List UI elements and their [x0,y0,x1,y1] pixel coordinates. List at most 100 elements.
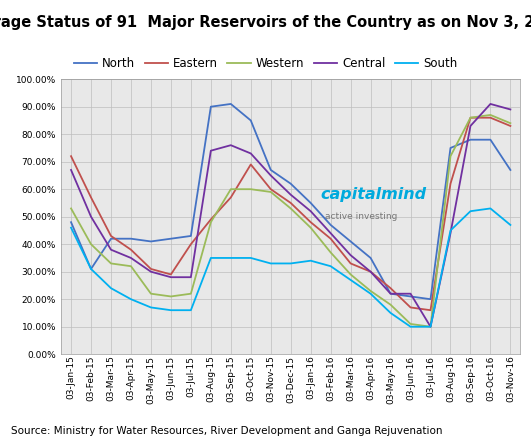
Eastern [307,220,314,225]
South [268,261,274,266]
North [467,137,474,142]
Eastern [128,247,134,252]
Western [68,206,74,211]
Legend: North, Eastern, Western, Central, South: North, Eastern, Western, Central, South [69,52,462,74]
Line: Western: Western [71,115,510,326]
Western [407,321,414,326]
Central [507,107,513,112]
Eastern [347,261,354,266]
Central [487,101,494,106]
South [427,324,434,329]
South [467,209,474,214]
Eastern [367,269,374,275]
Line: South: South [71,209,510,326]
Eastern [288,200,294,205]
Central [288,192,294,197]
Central [367,269,374,275]
South [507,222,513,227]
Eastern [268,187,274,192]
North [187,233,194,238]
North [128,236,134,241]
Western [247,187,254,192]
Western [208,220,214,225]
South [407,324,414,329]
South [148,305,154,310]
Central [68,167,74,172]
North [407,294,414,299]
South [347,277,354,282]
Western [88,242,94,247]
Western [307,225,314,231]
Western [388,302,394,307]
South [88,266,94,271]
Eastern [108,233,114,238]
Western [148,291,154,297]
North [268,167,274,172]
Line: North: North [71,104,510,299]
Central [388,291,394,297]
North [427,297,434,302]
Western [108,261,114,266]
Western [507,121,513,126]
North [447,145,453,150]
South [487,206,494,211]
Eastern [187,242,194,247]
South [367,291,374,297]
Western [367,288,374,293]
Central [88,214,94,219]
Central [128,255,134,260]
Text: capitalmind: capitalmind [321,187,427,202]
Central [187,275,194,280]
Central [467,123,474,128]
North [347,239,354,244]
Eastern [228,195,234,200]
North [367,255,374,260]
Eastern [88,195,94,200]
Central [307,209,314,214]
North [108,236,114,241]
Western [168,294,174,299]
Central [447,231,453,236]
South [208,255,214,260]
South [128,297,134,302]
Central [168,275,174,280]
Western [187,291,194,297]
South [187,308,194,313]
Central [247,151,254,156]
Central [228,143,234,148]
North [307,200,314,205]
Text: Source: Ministry for Water Resources, River Development and Ganga Rejuvenation: Source: Ministry for Water Resources, Ri… [11,425,442,436]
Eastern [328,236,334,241]
South [68,225,74,231]
South [108,286,114,291]
Central [148,269,154,275]
North [328,222,334,227]
South [307,258,314,263]
Western [268,189,274,194]
South [247,255,254,260]
North [507,167,513,172]
North [168,236,174,241]
Western [447,154,453,159]
North [148,239,154,244]
Western [427,324,434,329]
South [288,261,294,266]
Eastern [507,123,513,128]
Eastern [487,115,494,120]
Central [347,253,354,258]
Eastern [388,286,394,291]
South [447,228,453,233]
Western [467,115,474,120]
Central [407,291,414,297]
North [68,220,74,225]
Eastern [467,115,474,120]
Western [347,272,354,277]
Eastern [447,181,453,186]
North [247,118,254,123]
North [288,181,294,186]
Central [427,324,434,329]
Eastern [208,217,214,222]
Central [328,231,334,236]
Eastern [168,272,174,277]
Central [108,247,114,252]
